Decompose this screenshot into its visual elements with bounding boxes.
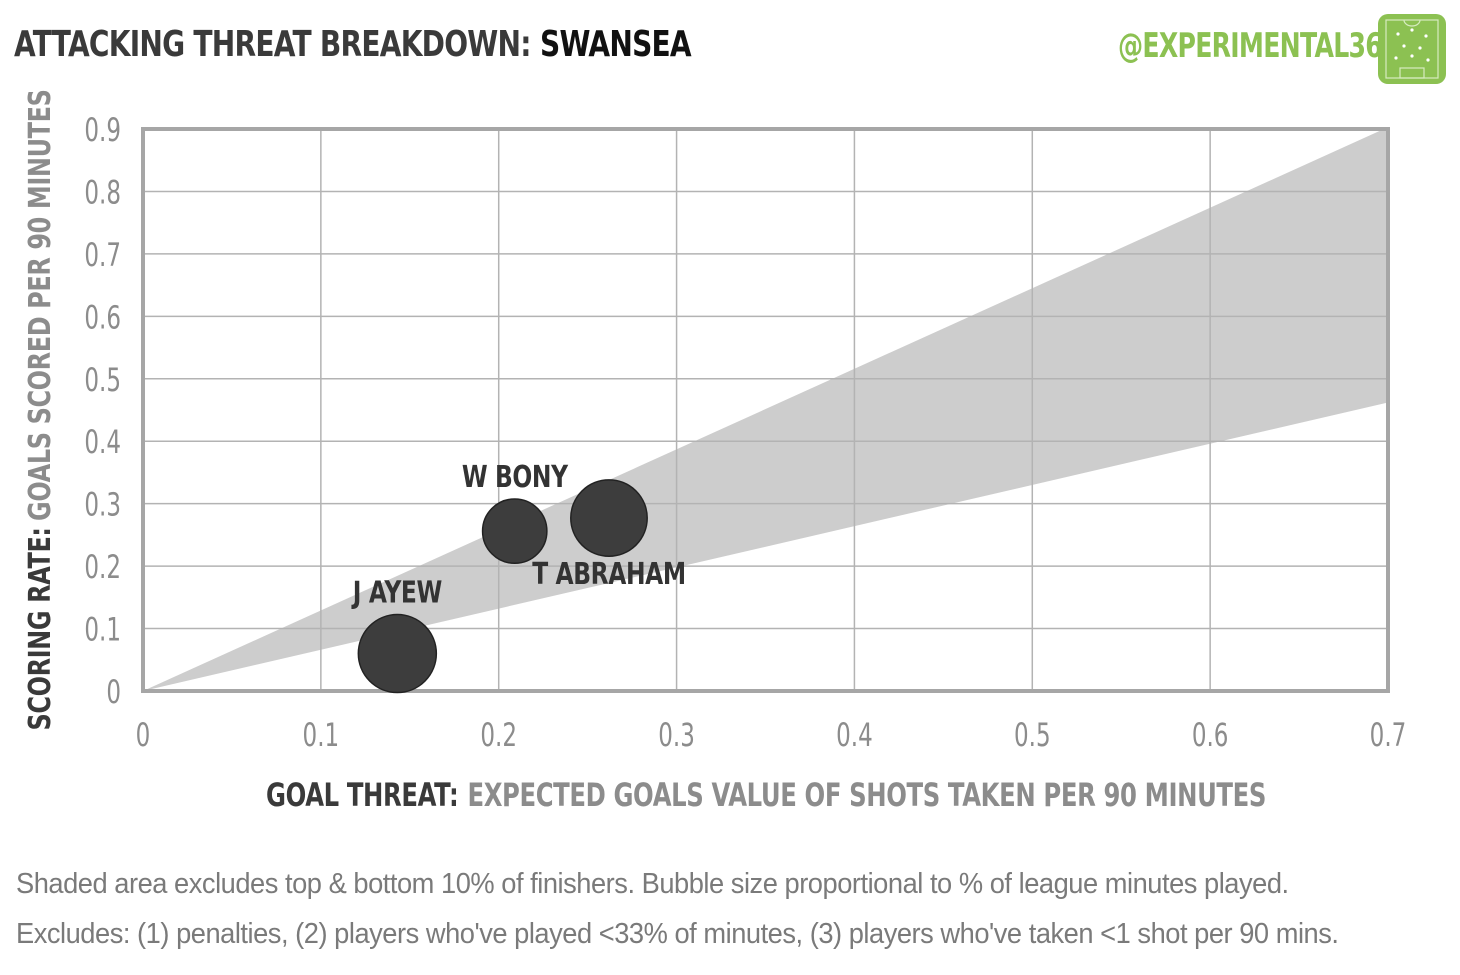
x-axis-label-rest: EXPECTED GOALS VALUE OF SHOTS TAKEN PER … bbox=[467, 777, 1266, 814]
player-bubble bbox=[570, 479, 648, 557]
y-tick-label: 0.9 bbox=[84, 111, 121, 149]
y-tick-label: 0 bbox=[106, 673, 121, 711]
footnote-line-1: Shaded area excludes top & bottom 10% of… bbox=[16, 868, 1289, 900]
brand-handle: @EXPERIMENTAL361 bbox=[1118, 26, 1400, 66]
bubble-layer: J AYEW W BONY T ABRAHAM bbox=[351, 460, 686, 694]
player-label: T ABRAHAM bbox=[532, 557, 686, 592]
x-tick-label: 0.5 bbox=[1014, 716, 1051, 754]
y-axis-label: SCORING RATE: GOALS SCORED PER 90 MINUTES bbox=[23, 89, 57, 730]
y-axis-label-bold: SCORING RATE: bbox=[23, 527, 57, 730]
player-label: J AYEW bbox=[351, 576, 442, 611]
plot-frame bbox=[141, 127, 1390, 693]
y-axis-label-rest: GOALS SCORED PER 90 MINUTES bbox=[23, 89, 57, 520]
scatter-chart: 0 0.1 0.2 0.3 0.4 0.5 0.6 0.7 0 0.1 0.2 0.3 0.4 0.5 0.… bbox=[23, 89, 1406, 814]
x-tick-label: 0.6 bbox=[1192, 716, 1229, 754]
y-tick-label: 0.2 bbox=[84, 548, 121, 586]
player-bubble bbox=[481, 498, 548, 565]
player-label: W BONY bbox=[462, 460, 569, 495]
y-tick-label: 0.7 bbox=[84, 236, 121, 274]
y-tick-label: 0.4 bbox=[84, 423, 121, 461]
chart-title: ATTACKING THREAT BREAKDOWN: SWANSEA bbox=[14, 24, 692, 65]
shaded-band bbox=[143, 129, 1388, 691]
x-tick-label: 0.2 bbox=[480, 716, 517, 754]
x-tick-label: 0 bbox=[136, 716, 151, 754]
x-tick-label: 0.7 bbox=[1370, 716, 1407, 754]
shaded-band-layer bbox=[143, 129, 1388, 691]
y-tick-label: 0.3 bbox=[84, 486, 121, 524]
title-prefix: ATTACKING THREAT BREAKDOWN: bbox=[14, 24, 531, 65]
x-tick-label: 0.1 bbox=[303, 716, 340, 754]
title-team: SWANSEA bbox=[540, 24, 692, 65]
tick-labels-layer: 0 0.1 0.2 0.3 0.4 0.5 0.6 0.7 0 0.1 0.2 0.3 0.4 0.5 0.… bbox=[84, 111, 1406, 754]
player-bubble bbox=[357, 613, 438, 694]
pitch-logo-icon bbox=[1378, 14, 1446, 84]
footnote-line-2: Excludes: (1) penalties, (2) players who… bbox=[16, 918, 1339, 950]
y-tick-label: 0.5 bbox=[84, 361, 121, 399]
y-tick-label: 0.8 bbox=[84, 174, 121, 212]
y-tick-label: 0.1 bbox=[84, 611, 121, 649]
x-axis-label: GOAL THREAT: EXPECTED GOALS VALUE OF SHOT… bbox=[266, 777, 1266, 814]
x-tick-label: 0.4 bbox=[836, 716, 873, 754]
x-axis-label-bold: GOAL THREAT: bbox=[266, 777, 458, 814]
y-tick-label: 0.6 bbox=[84, 298, 121, 336]
x-tick-label: 0.3 bbox=[658, 716, 695, 754]
